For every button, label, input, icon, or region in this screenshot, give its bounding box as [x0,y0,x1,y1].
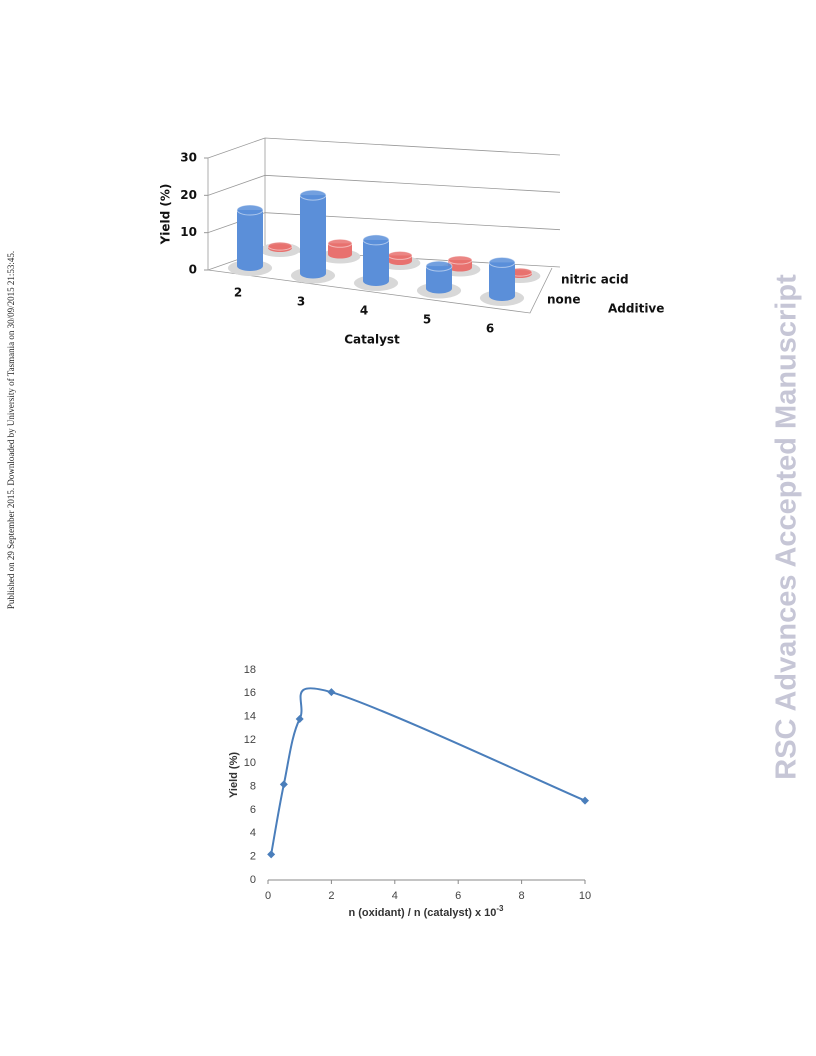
y-tick-label: 10 [180,225,197,239]
x-tick-label: 2 [234,286,242,300]
point [267,850,276,859]
y-tick-label: 10 [244,757,256,769]
point [581,796,589,805]
bar-top [362,234,390,246]
x-tick-label: 8 [519,890,525,902]
bar-top [387,250,413,260]
point [279,780,288,789]
y-tick-label: 12 [244,734,256,746]
y-tick-label: 4 [250,827,256,839]
bar-top [425,260,453,272]
y-tick-label: 2 [250,851,256,863]
y-tick-label: 20 [180,188,197,202]
x-tick-label: 5 [423,313,431,327]
z-axis-label: Additive [608,302,664,316]
x-axis-label: Catalyst [344,333,400,347]
y-tick-label: 0 [189,263,197,277]
series-label: none [547,293,580,307]
x-tick-label: 3 [297,295,305,309]
y-axis-label: Yield (%) [228,752,240,798]
margin-note: Published on 29 September 2015. Download… [6,251,16,609]
x-axis-label: n (oxidant) / n (catalyst) x 10-3 [348,904,504,919]
floor-edge [207,267,553,314]
watermark: RSC Advances Accepted Manuscript [771,274,803,780]
bar-top [236,204,264,216]
y-tick-label: 8 [250,781,256,793]
bar-top [488,256,516,268]
grid-line [207,174,561,196]
x-tick-label: 6 [486,322,494,336]
bar [300,195,326,274]
bar [489,262,515,296]
x-tick-label: 10 [579,890,591,902]
line [270,687,586,855]
x-tick-label: 0 [265,890,271,902]
x-axis-label-text: n (oxidant) / n (catalyst) x 10 [348,907,496,919]
bar [328,243,352,255]
grid-line [207,137,561,159]
point [327,688,336,697]
bar-top [267,241,293,251]
bar-top [447,255,473,265]
x-tick-label: 6 [455,890,461,902]
bar-top [299,189,327,201]
bar [426,266,452,289]
x-tick-label: 2 [328,890,334,902]
bar [237,210,263,266]
y-tick-label: 16 [244,687,256,699]
bar [363,239,389,281]
x-axis-label-exponent: -3 [496,904,504,913]
y-tick-label: 30 [180,151,197,165]
bar-top [327,238,353,248]
series-label: nitric acid [561,273,629,287]
y-tick-label: 6 [250,804,256,816]
y-tick-label: 0 [250,874,256,886]
y-tick-label: 18 [244,664,256,676]
y-axis-label: Yield (%) [159,184,173,246]
point [295,715,304,723]
x-tick-label: 4 [392,890,398,902]
x-tick-label: 4 [360,304,368,318]
y-tick-label: 14 [244,711,256,723]
